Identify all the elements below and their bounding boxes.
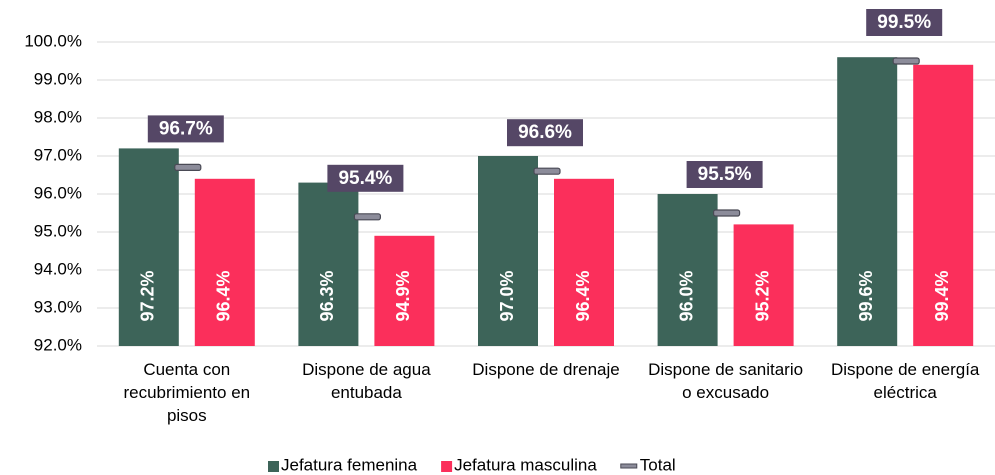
bar <box>118 148 179 346</box>
bar <box>837 57 898 346</box>
bar-value-label: 95.2% <box>752 270 772 321</box>
y-tick-label: 97.0% <box>34 145 82 164</box>
bar-value-label: 97.0% <box>497 270 517 321</box>
bar <box>374 235 435 346</box>
x-tick-label: Dispone de drenaje <box>472 360 619 379</box>
total-marker <box>712 209 741 217</box>
total-marker <box>533 167 561 175</box>
total-label-box <box>866 9 943 36</box>
x-tick-label: Cuenta con recubrimiento en pisos <box>123 360 250 425</box>
legend-item: Jefatura masculina <box>441 455 597 474</box>
y-tick-label: 94.0% <box>34 259 82 278</box>
legend-swatch <box>620 463 638 469</box>
y-tick-label: 96.0% <box>34 183 82 202</box>
bar <box>194 178 255 346</box>
legend-swatch <box>441 461 453 472</box>
total-marker <box>892 57 920 65</box>
total-label: 96.6% <box>518 122 572 143</box>
y-tick-label: 92.0% <box>34 335 82 354</box>
x-tick-label: Dispone de agua entubada <box>302 360 431 402</box>
bar <box>298 182 359 346</box>
total-label: 95.5% <box>698 164 752 185</box>
bar <box>478 156 538 346</box>
bar-value-label: 99.4% <box>932 270 952 321</box>
legend-item: Total <box>620 455 676 474</box>
total-label-box <box>686 161 763 188</box>
bar-value-label: 94.9% <box>393 270 413 321</box>
legend-label: Jefatura masculina <box>454 455 597 474</box>
bar <box>913 64 974 347</box>
bar <box>733 224 794 346</box>
bar-value-label: 96.4% <box>573 270 593 321</box>
y-tick-label: 99.0% <box>34 69 82 88</box>
bar <box>554 178 614 346</box>
total-marker <box>353 213 381 221</box>
total-label-box <box>327 164 404 192</box>
total-label-box <box>507 119 583 147</box>
bar-value-label: 99.6% <box>856 270 876 321</box>
x-tick-label: Dispone de energía eléctrica <box>831 360 980 402</box>
x-tick-label: Dispone de sanitario o excusado <box>648 360 803 402</box>
legend-item: Jefatura femenina <box>268 455 418 474</box>
bar <box>657 194 718 346</box>
legend-label: Total <box>640 455 676 474</box>
bar-value-label: 96.3% <box>317 270 337 321</box>
bar-value-label: 96.0% <box>676 270 696 321</box>
total-label: 99.5% <box>877 12 931 33</box>
legend-swatch <box>268 461 279 472</box>
bar-value-label: 97.2% <box>138 270 158 321</box>
legend-label: Jefatura femenina <box>281 455 418 474</box>
total-label: 96.7% <box>159 118 213 139</box>
y-tick-label: 93.0% <box>34 297 82 316</box>
y-tick-label: 98.0% <box>34 107 82 126</box>
bar-value-label: 96.4% <box>214 270 234 321</box>
total-label: 95.4% <box>338 168 392 189</box>
total-label-box <box>147 115 224 143</box>
total-marker <box>174 163 202 171</box>
y-tick-label: 95.0% <box>34 221 82 240</box>
y-tick-label: 100.0% <box>24 31 82 50</box>
